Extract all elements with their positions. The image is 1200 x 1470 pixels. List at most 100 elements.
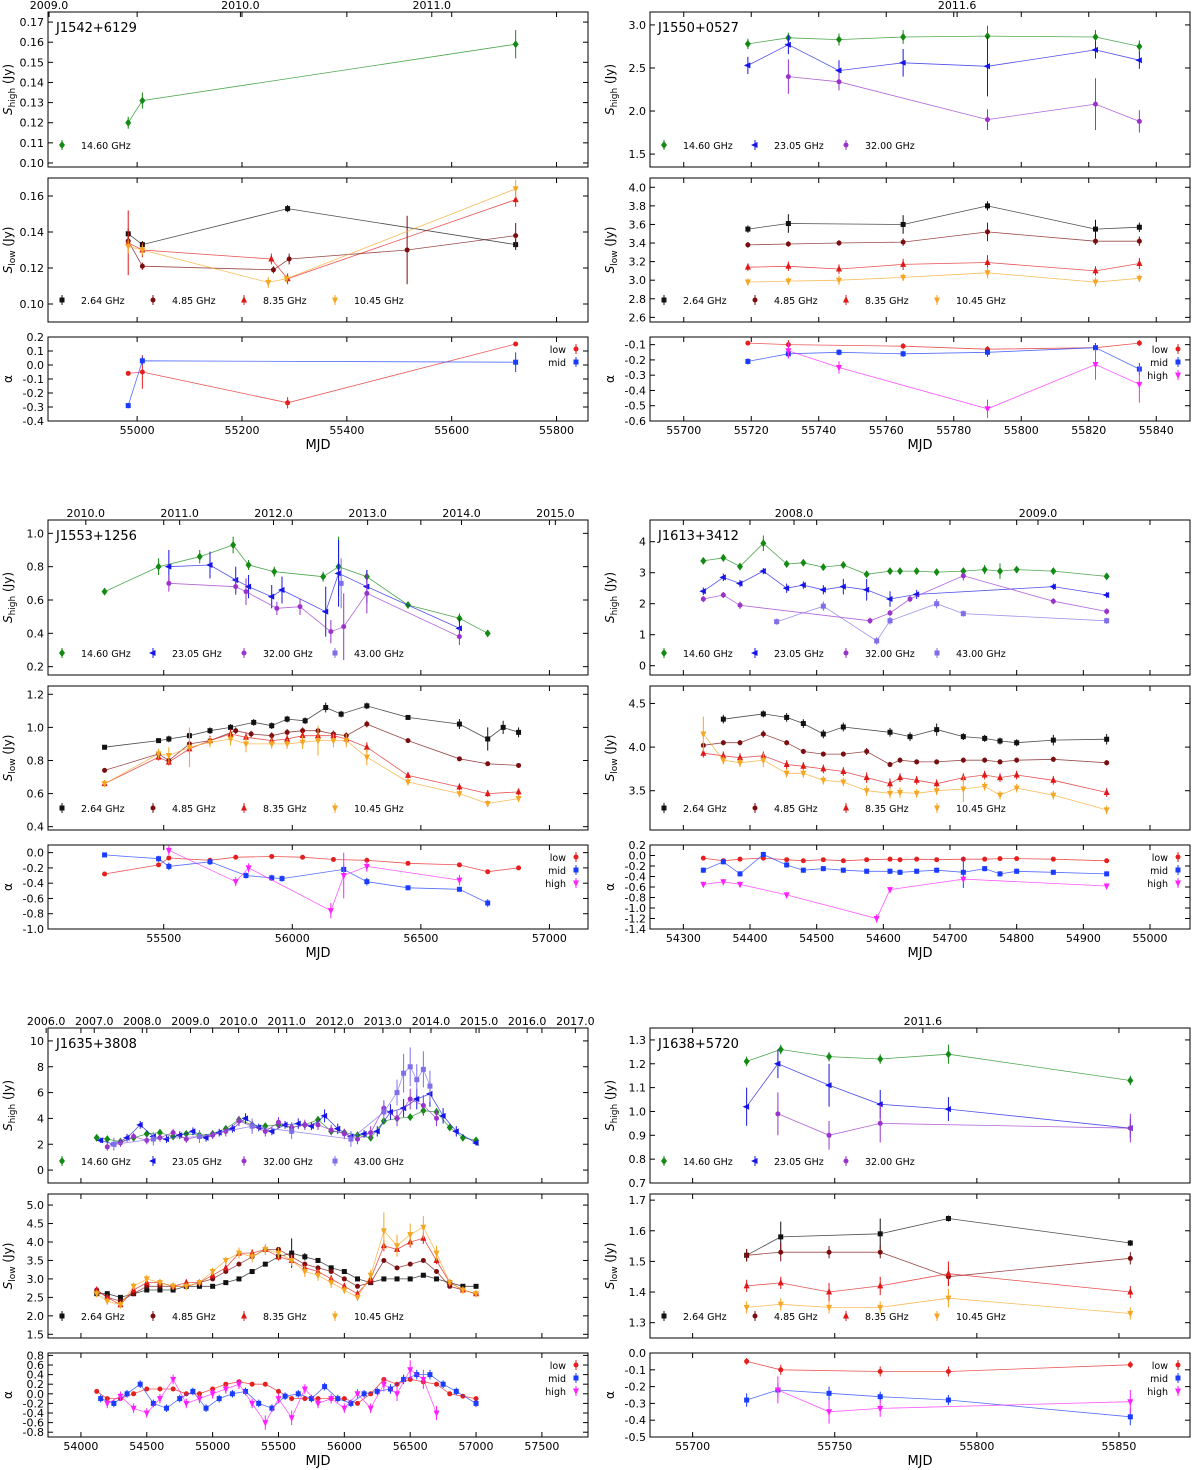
legend-label: 23.05 GHz — [774, 649, 824, 660]
series-line — [96, 1237, 477, 1306]
data-point — [744, 279, 751, 287]
panel-frame — [649, 844, 1191, 930]
data-point — [367, 1405, 374, 1413]
legend-label: low — [1152, 853, 1168, 864]
series-layer — [125, 30, 519, 129]
data-point — [985, 229, 990, 235]
series-line — [747, 262, 1140, 272]
series-10-45-ghz — [125, 179, 519, 288]
data-point — [446, 1280, 453, 1287]
data-point — [876, 1101, 883, 1108]
series-line — [104, 733, 519, 795]
data-point — [186, 744, 193, 752]
data-point — [960, 734, 966, 740]
x-tick-label: 55500 — [146, 932, 181, 945]
data-point — [1050, 869, 1056, 875]
data-point — [315, 1122, 321, 1128]
data-point — [355, 1283, 361, 1289]
y-tick-label: 0.0 — [629, 850, 647, 863]
data-point — [836, 79, 842, 85]
year-tick-label: 2008.0 — [775, 507, 814, 520]
series-line — [746, 1389, 1131, 1418]
data-point — [820, 563, 827, 572]
legend: 2.64 GHz 4.85 GHz 8.35 GHz 10.45 GHz — [59, 1311, 404, 1323]
data-point — [839, 583, 846, 590]
data-point — [456, 634, 462, 640]
data-point — [836, 265, 842, 272]
series-line — [168, 564, 460, 629]
data-point — [1050, 567, 1057, 576]
data-point — [433, 1410, 440, 1417]
y-tick-label: 3.0 — [629, 19, 647, 32]
legend-label: 8.35 GHz — [865, 804, 909, 815]
y-axis-label: α — [603, 375, 617, 383]
y-tick-label: -0.1 — [625, 1364, 646, 1377]
data-point — [785, 74, 791, 80]
data-point — [826, 1052, 833, 1061]
year-tick-label: 2010.0 — [219, 1015, 258, 1028]
panel-low: 1.3 1.4 1.5 1.6 1.7 Slow (Jy) 2.64 GHz 4.85 GHz… — [603, 1193, 1191, 1339]
data-point — [245, 865, 252, 872]
data-point — [784, 41, 791, 48]
y-tick-label: 0.0 — [27, 847, 45, 860]
panel-frame — [47, 1193, 589, 1339]
data-point — [270, 267, 276, 273]
data-point — [745, 226, 751, 232]
panel-frame — [649, 1193, 1191, 1339]
y-tick-label: 3 — [639, 567, 646, 580]
data-point — [381, 1109, 387, 1115]
y-tick-label: 0 — [37, 1164, 44, 1177]
series-8-35-ghz — [125, 192, 519, 285]
year-tick-label: 2007.0 — [75, 1015, 114, 1028]
data-point — [330, 857, 336, 863]
y-tick-label: -0.8 — [625, 892, 646, 905]
data-point — [111, 1141, 117, 1147]
y-tick-label: 0.4 — [27, 1369, 45, 1382]
legend: 14.60 GHz 23.05 GHz 32.00 GHz 43.00 GHz — [59, 1156, 404, 1168]
series-layer — [743, 1215, 1134, 1320]
data-point — [783, 560, 790, 569]
series-32-00-ghz — [785, 59, 1142, 133]
series-line — [746, 1361, 1131, 1372]
data-point — [156, 738, 162, 744]
data-point — [420, 1224, 427, 1232]
legend-marker — [149, 1158, 156, 1164]
y-tick-label: 4.0 — [629, 181, 647, 194]
data-point — [1127, 1414, 1133, 1420]
data-point — [887, 856, 893, 862]
legend-label: 10.45 GHz — [956, 804, 1006, 815]
data-point — [867, 618, 873, 624]
panel-alpha: -0.5 -0.4 -0.3 -0.2 -0.1 0.0 55700 55750 55800 55… — [603, 1347, 1191, 1469]
legend-label: 14.60 GHz — [81, 1157, 131, 1168]
data-point — [407, 1367, 414, 1374]
data-point — [166, 580, 172, 586]
data-point — [874, 638, 880, 644]
y-tick-label: 6 — [37, 1087, 44, 1100]
data-point — [348, 1136, 354, 1142]
x-tick-label: 55820 — [1071, 424, 1106, 437]
data-point — [433, 1250, 440, 1258]
data-point — [897, 869, 903, 875]
data-point — [981, 565, 988, 574]
data-point — [162, 1136, 170, 1143]
data-point — [434, 1115, 440, 1121]
data-point — [863, 788, 870, 795]
data-point — [156, 1128, 163, 1137]
data-point — [743, 1057, 750, 1066]
data-point — [117, 1302, 124, 1309]
panel-frame — [47, 177, 589, 323]
legend-label: 4.85 GHz — [774, 804, 818, 815]
data-point — [785, 221, 791, 227]
data-point — [826, 1390, 832, 1396]
legend: 2.64 GHz 4.85 GHz 8.35 GHz 10.45 GHz — [59, 295, 404, 307]
data-point — [96, 1137, 104, 1144]
series-line — [777, 1389, 1131, 1413]
data-point — [840, 867, 846, 873]
legend-label: high — [1147, 1387, 1168, 1398]
data-point — [285, 400, 291, 406]
x-tick-label: 55740 — [801, 424, 836, 437]
y-tick-label: 1.4 — [629, 1286, 647, 1299]
series-32-00-ghz — [775, 1092, 1133, 1150]
data-point — [282, 1393, 288, 1399]
data-point — [183, 1136, 189, 1142]
